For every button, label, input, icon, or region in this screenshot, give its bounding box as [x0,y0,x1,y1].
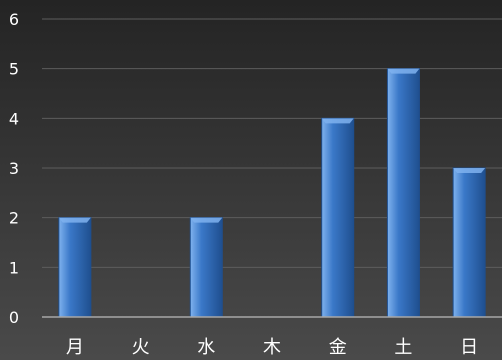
bar [452,167,486,318]
x-tick-label: 木 [263,337,281,358]
x-axis-tick-labels: 月火水木金土日 [66,337,478,358]
grid-lines [42,18,502,268]
y-tick-label: 4 [9,109,19,128]
x-tick-label: 日 [460,337,478,358]
x-tick-label: 火 [132,337,150,358]
x-tick-label: 土 [394,337,412,358]
bar [321,117,355,318]
y-tick-label: 1 [9,258,19,277]
y-tick-label: 5 [9,60,19,79]
y-tick-label: 6 [9,10,19,29]
x-tick-label: 金 [329,337,347,358]
y-tick-label: 3 [9,159,19,178]
y-tick-label: 2 [9,209,19,228]
x-tick-label: 水 [197,337,215,358]
bar [58,217,92,318]
bar [189,217,223,318]
bar [386,68,420,318]
x-tick-label: 月 [66,337,84,358]
bars [58,68,486,318]
y-tick-label: 0 [9,308,19,327]
y-axis-tick-labels: 0 1 2 3 4 5 6 [9,10,19,327]
